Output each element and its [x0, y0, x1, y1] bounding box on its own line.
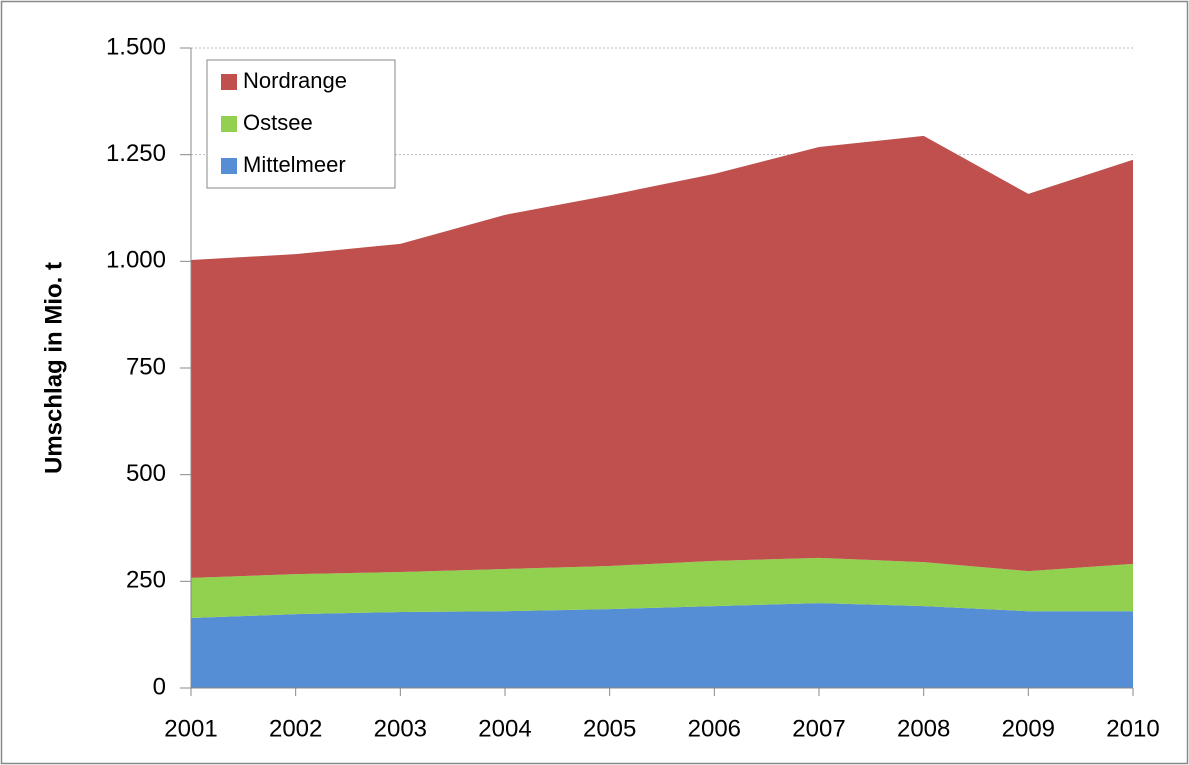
x-tick-label: 2003 — [374, 715, 427, 742]
y-tick-label: 250 — [126, 567, 166, 594]
area — [191, 557, 1133, 619]
legend-box — [206, 59, 396, 189]
y-tick-label: 500 — [126, 460, 166, 487]
legend-label: Mittelmeer — [243, 152, 346, 177]
legend-label: Nordrange — [243, 68, 347, 93]
x-tick-label: 2005 — [583, 715, 636, 742]
y-tick-label: 1.250 — [106, 140, 166, 167]
legend-swatch — [221, 158, 237, 174]
y-tick-label: 0 — [153, 673, 166, 700]
area — [191, 603, 1133, 688]
y-tick-label: 750 — [126, 353, 166, 380]
x-tick-label: 2004 — [478, 715, 531, 742]
x-tick-label: 2009 — [1002, 715, 1055, 742]
x-tick-label: 2010 — [1106, 715, 1159, 742]
x-tick-label: 2007 — [792, 715, 845, 742]
y-axis-label: Umschlag in Mio. t — [40, 262, 67, 474]
legend-swatch — [221, 74, 237, 90]
x-tick-label: 2006 — [688, 715, 741, 742]
y-tick-label: 1.000 — [106, 247, 166, 274]
legend-swatch — [221, 116, 237, 132]
legend-label: Ostsee — [243, 110, 313, 135]
y-tick-label: 1.500 — [106, 33, 166, 60]
x-tick-label: 2001 — [164, 715, 217, 742]
x-tick-label: 2008 — [897, 715, 950, 742]
area — [191, 135, 1133, 578]
x-tick-label: 2002 — [269, 715, 322, 742]
